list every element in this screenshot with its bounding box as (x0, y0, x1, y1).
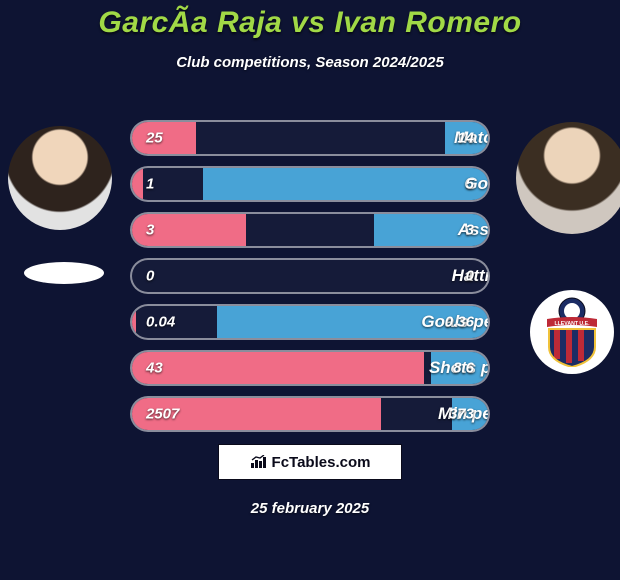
stat-row: 2507Min per goal373 (130, 396, 490, 432)
stat-row: 43Shots per goal8.6 (130, 350, 490, 386)
club-right-badge: LLEVANT U.E. (530, 290, 614, 374)
stats-block: 25Matches141Goals53Assists30Hattricks00.… (130, 120, 490, 442)
chart-icon (250, 455, 268, 469)
stat-value-right: 373 (449, 406, 474, 423)
bar-left (132, 168, 143, 200)
stat-label: Hattricks (310, 266, 490, 286)
stat-label: Assists (310, 220, 490, 240)
comparison-infographic: GarcÃ­a Raja vs Ivan Romero Club competi… (0, 0, 620, 580)
stat-value-left: 3 (146, 222, 154, 239)
stat-value-right: 14 (457, 130, 474, 147)
stat-value-right: 5 (466, 176, 474, 193)
stat-row: 1 Goals5 (130, 166, 490, 202)
subtitle: Club competitions, Season 2024/2025 (0, 54, 620, 71)
stat-value-right: 0.36 (445, 314, 474, 331)
stat-row: 25Matches14 (130, 120, 490, 156)
stat-value-left: 1 (146, 176, 154, 193)
stat-value-right: 8.6 (453, 360, 474, 377)
stat-value-left: 25 (146, 130, 163, 147)
stat-row: 0Hattricks0 (130, 258, 490, 294)
source-logo: FcTables.com (218, 444, 402, 480)
stat-value-left: 43 (146, 360, 163, 377)
source-logo-text: FcTables.com (272, 454, 371, 471)
stat-label: Goals (310, 174, 490, 194)
page-title: GarcÃ­a Raja vs Ivan Romero (0, 0, 620, 40)
club-left-badge (24, 262, 104, 284)
stat-value-left: 0.04 (146, 314, 175, 331)
bar-left (132, 122, 196, 154)
date-text: 25 february 2025 (0, 500, 620, 517)
bar-left (132, 306, 136, 338)
club-right-crest-icon: LLEVANT U.E. (541, 297, 603, 367)
stat-row: 3Assists3 (130, 212, 490, 248)
stat-value-right: 0 (466, 268, 474, 285)
player-right-avatar (516, 122, 620, 234)
stat-value-right: 3 (466, 222, 474, 239)
player-left-avatar (8, 126, 112, 230)
svg-text:LLEVANT U.E.: LLEVANT U.E. (554, 321, 590, 327)
stat-row: 0.04Goals per match0.36 (130, 304, 490, 340)
stat-value-left: 0 (146, 268, 154, 285)
stat-value-left: 2507 (146, 406, 179, 423)
